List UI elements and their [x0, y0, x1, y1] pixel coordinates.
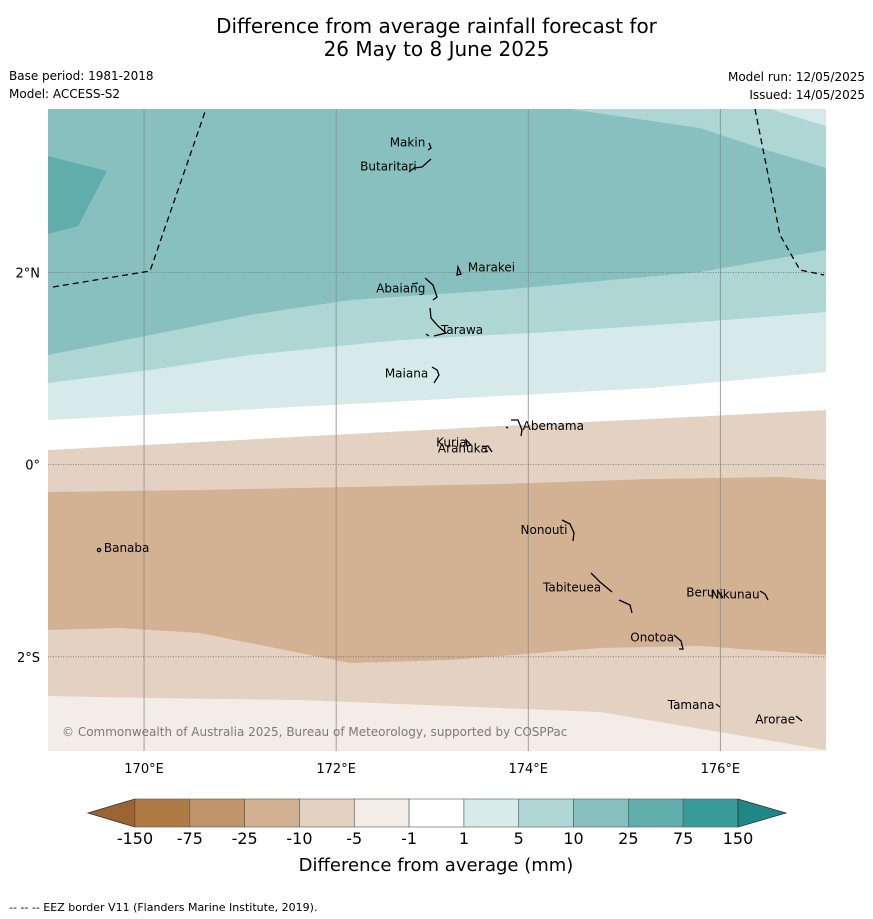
colorbar-tick-label: 25	[618, 829, 638, 848]
colorbar-swatch-3	[299, 798, 355, 828]
colorbar-swatch-0	[134, 798, 191, 828]
island-abemama	[505, 419, 523, 437]
eez-border	[52, 108, 825, 288]
place-label-nonouti: Nonouti	[521, 523, 568, 537]
place-label-abaiang: Abaiang	[376, 282, 425, 296]
island-banaba	[96, 547, 102, 553]
map-shading	[48, 109, 826, 751]
colorbar-tick-label: -150	[117, 829, 153, 848]
colorbar-tick-label: 1	[459, 829, 469, 848]
colorbar-tick-label: -10	[286, 829, 312, 848]
lon-tick-label: 170°E	[124, 762, 164, 777]
copyright-text: © Commonwealth of Australia 2025, Bureau…	[62, 725, 567, 739]
eez-border-west	[52, 108, 207, 288]
band-25-to-75-above-patch	[48, 156, 107, 234]
colorbar-tick-label: -5	[346, 829, 362, 848]
island-aranuka	[481, 445, 493, 453]
map-gridlines	[48, 109, 826, 751]
colorbar-tick-label: 75	[673, 829, 693, 848]
colorbar-swatch-9	[628, 798, 684, 828]
island-abaiang	[411, 277, 438, 301]
axis-labels: 170°E 172°E 174°E 176°E 2°N 0° 2°S	[16, 266, 741, 777]
chart-title-line1: Difference from average rainfall forecas…	[216, 14, 657, 38]
place-label-marakei: Marakei	[468, 261, 515, 275]
place-label-kuria: Kuria	[436, 435, 467, 449]
colorbar-labels: -150 -75 -25 -10 -5 -1 1 5 10 25 75 150	[117, 829, 753, 848]
colorbar-swatch-1	[189, 798, 245, 828]
colorbar-over-triangle	[737, 798, 788, 828]
island-marakei	[456, 264, 462, 276]
island-butaritari	[408, 158, 432, 173]
island-arorae	[795, 715, 803, 722]
place-label-beru: Beru	[686, 585, 714, 599]
colorbar-swatch-10	[682, 798, 739, 828]
island-kuria	[465, 438, 473, 447]
colorbar-swatch-7	[518, 798, 574, 828]
colorbar-swatch-5	[408, 798, 465, 828]
place-label-abemama: Abemama	[523, 419, 584, 433]
colorbar-under-triangle	[86, 798, 136, 828]
place-label-butaritari: Butaritari	[360, 160, 417, 174]
model-label: Model: ACCESS-S2	[9, 87, 121, 101]
lat-tick-label: 2°N	[16, 266, 41, 281]
colorbar-swatch-6	[463, 798, 520, 828]
band-1-to-5-above-corner	[770, 109, 826, 126]
chart-title-line2: 26 May to 8 June 2025	[323, 37, 550, 61]
place-label-onotoa: Onotoa	[630, 631, 674, 645]
place-label-tabiteuea: Tabiteuea	[542, 581, 601, 595]
island-maiana	[431, 366, 440, 384]
place-label-tamana: Tamana	[667, 698, 715, 712]
colorbar-swatch-8	[573, 798, 629, 828]
place-label-nikunau: Nikunau	[711, 587, 760, 601]
island-makin	[427, 142, 432, 151]
base-period-label: Base period: 1981-2018	[9, 69, 154, 83]
colorbar-tick-label: 150	[723, 829, 754, 848]
colorbar	[86, 798, 788, 828]
island-outlines	[96, 142, 803, 722]
island-nonouti	[561, 519, 575, 542]
colorbar-tick-label: 5	[514, 829, 524, 848]
place-labels: Makin Butaritari Marakei Abaiang Tarawa Maian…	[104, 136, 795, 727]
island-onotoa	[673, 634, 684, 650]
colorbar-swatch-2	[244, 798, 300, 828]
band-1-to-1-neutral	[48, 372, 826, 450]
colorbar-tick-label: 10	[563, 829, 583, 848]
lon-tick-label: 176°E	[701, 762, 741, 777]
eez-border-east	[754, 108, 825, 276]
colorbar-tick-label: -25	[232, 829, 258, 848]
colorbar-swatch-4	[353, 798, 410, 828]
issued-label: Issued: 14/05/2025	[749, 88, 865, 102]
band-25-to-75-above	[570, 109, 826, 168]
lon-tick-label: 174°E	[508, 762, 548, 777]
place-label-aranuka: Aranuka	[438, 441, 488, 455]
colorbar-title: Difference from average (mm)	[299, 855, 574, 876]
place-label-banaba: Banaba	[104, 541, 150, 555]
place-label-maiana: Maiana	[385, 366, 428, 380]
island-beru	[716, 589, 724, 599]
colorbar-tick-label: -75	[177, 829, 203, 848]
colorbar-tick-label: -1	[401, 829, 417, 848]
band-10-to-25-below	[48, 477, 826, 663]
island-nikunau	[759, 590, 769, 601]
model-run-label: Model run: 12/05/2025	[727, 70, 865, 84]
lon-tick-label: 172°E	[316, 762, 356, 777]
band-10-to-25-above	[48, 109, 826, 355]
place-label-tarawa: Tarawa	[440, 323, 483, 337]
island-tabiteuea	[590, 572, 633, 614]
island-tamana	[715, 703, 721, 708]
eez-footnote: -- -- -- EEZ border V11 (Flanders Marine…	[9, 901, 317, 914]
lat-tick-label: 2°S	[17, 651, 40, 666]
place-label-makin: Makin	[390, 136, 426, 150]
lat-tick-label: 0°	[25, 459, 40, 474]
island-tarawa	[425, 307, 448, 337]
place-label-arorae: Arorae	[755, 712, 795, 726]
